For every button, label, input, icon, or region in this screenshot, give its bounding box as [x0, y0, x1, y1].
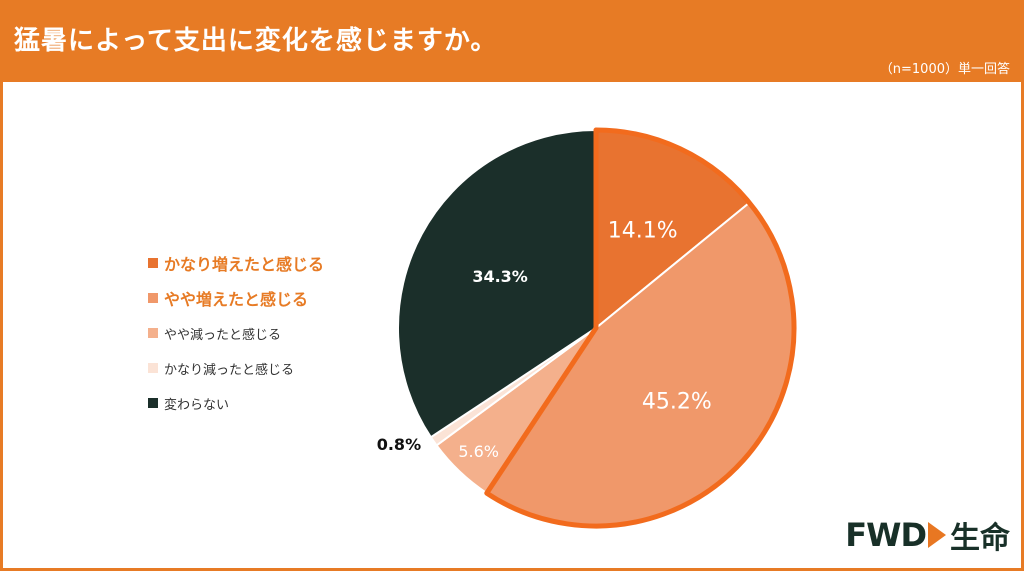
highlight-outline [484, 127, 797, 529]
legend-swatch [148, 398, 158, 408]
legend-label: かなり増えたと感じる [164, 255, 325, 274]
legend-label: やや減ったと感じる [164, 327, 282, 343]
pie-data-label: 34.3% [472, 267, 528, 286]
legend-item: 変わらない [148, 394, 324, 413]
sample-note: （n=1000）単一回答 [879, 62, 1010, 77]
legend-swatch [148, 293, 158, 303]
page-title: 猛暑によって支出に変化を感じますか。 [14, 26, 498, 56]
title-bar: 猛暑によって支出に変化を感じますか。 （n=1000）単一回答 [0, 0, 1024, 82]
pie-data-label: 14.1% [608, 218, 678, 243]
legend-label: やや増えたと感じる [164, 290, 309, 309]
legend-label: かなり減ったと感じる [164, 362, 295, 378]
legend-label: 変わらない [164, 397, 230, 413]
logo-jp: 生命 [950, 521, 1010, 556]
pie-data-label: 5.6% [458, 442, 499, 461]
legend: かなり増えたと感じる やや増えたと感じる やや減ったと感じる かなり減ったと感じ… [148, 254, 324, 429]
legend-swatch [148, 258, 158, 268]
logo-word: FWD [845, 516, 927, 554]
logo-play-icon [928, 522, 946, 548]
legend-swatch [148, 328, 158, 338]
legend-swatch [148, 363, 158, 373]
pie-slice [396, 128, 597, 439]
pie-data-label: 0.8% [377, 435, 421, 454]
legend-item: やや減ったと感じる [148, 324, 324, 343]
fwd-logo: FWD 生命 [845, 513, 1010, 557]
legend-item: かなり減ったと感じる [148, 359, 324, 378]
pie-data-label: 45.2% [642, 390, 712, 415]
legend-item: やや増えたと感じる [148, 289, 324, 309]
legend-item: かなり増えたと感じる [148, 254, 325, 274]
